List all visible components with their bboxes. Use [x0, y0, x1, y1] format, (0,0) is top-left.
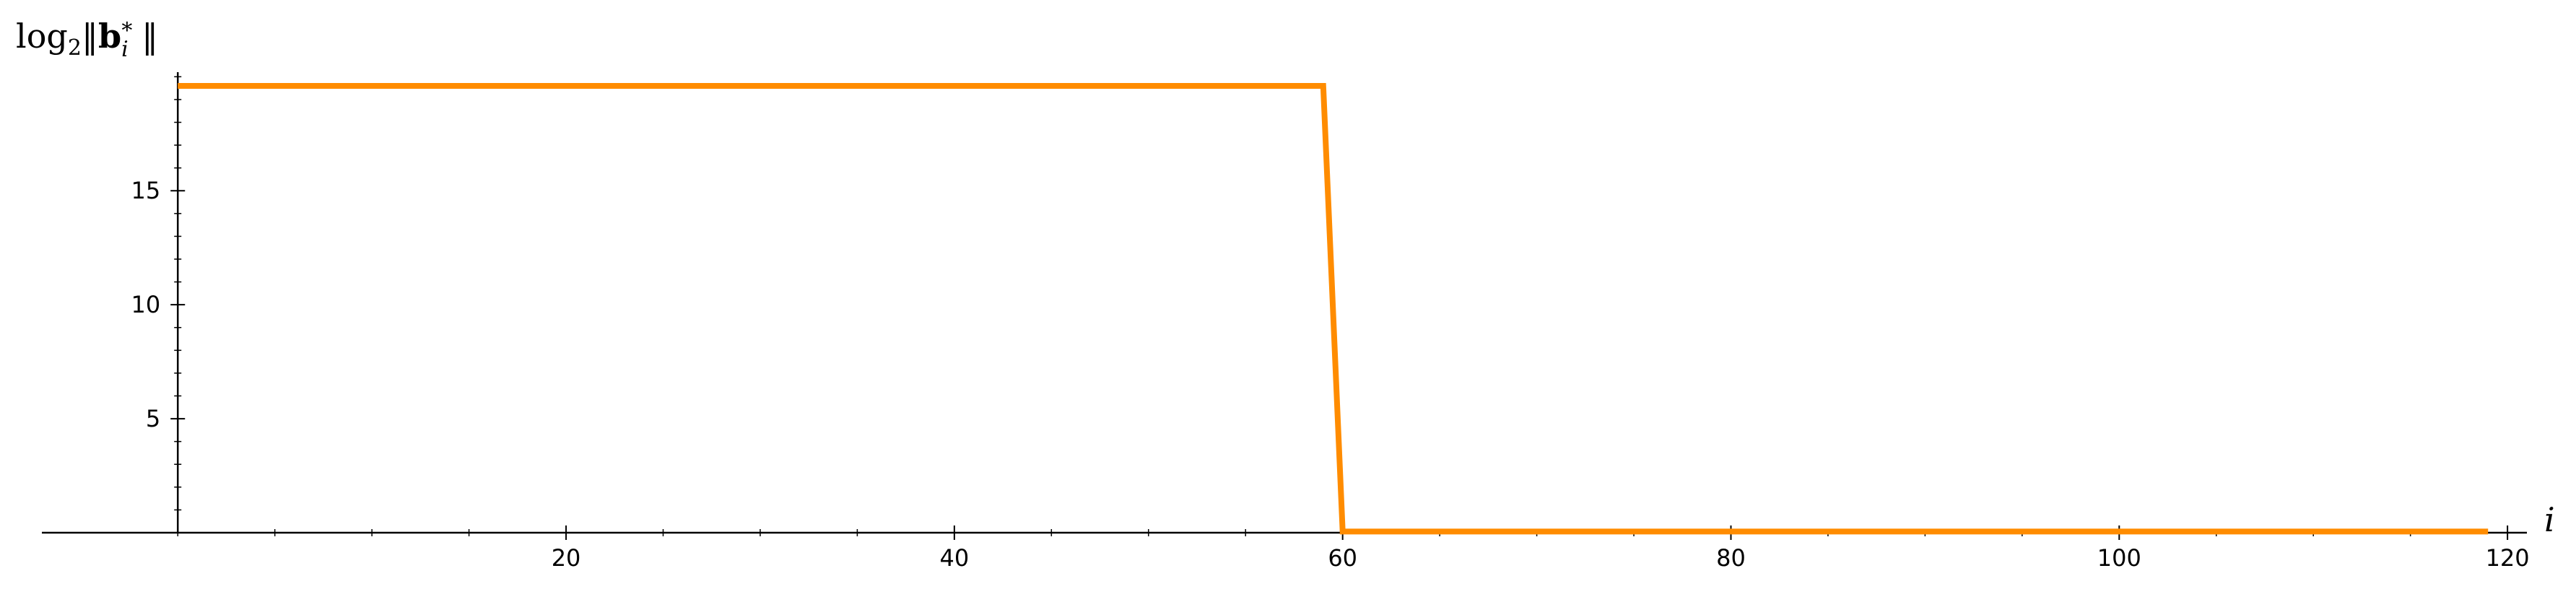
x-tick-label: 60 [1328, 544, 1357, 572]
y-tick-label: 15 [131, 177, 161, 204]
y-label-vector: b [98, 17, 121, 56]
y-label-subscript: 2 [68, 35, 82, 61]
series-layer [178, 83, 2489, 535]
y-tick-label: 5 [146, 405, 160, 432]
x-tick-label: 80 [1716, 544, 1746, 572]
x-axis-label: i [2544, 500, 2555, 539]
y-label-prefix: log [16, 17, 68, 56]
y-axis-label: log2‖bi∗ ‖ [16, 14, 158, 62]
y-tick-label: 10 [131, 291, 161, 318]
x-tick-label: 120 [2486, 544, 2530, 572]
y-label-star: ∗ [120, 14, 134, 39]
series-line [178, 83, 2489, 535]
x-tick-label: 40 [940, 544, 970, 572]
x-tick-label: 100 [2097, 544, 2141, 572]
axis-labels: i log2‖bi∗ ‖ [16, 14, 2555, 539]
axes: 20 40 60 80 100 120 5 10 15 [42, 72, 2530, 572]
y-label-sub-i: i [121, 37, 129, 62]
x-tick-label: 20 [552, 544, 581, 572]
y-label-close-norm: ‖ [142, 17, 158, 56]
y-label-open-norm: ‖ [82, 17, 98, 56]
